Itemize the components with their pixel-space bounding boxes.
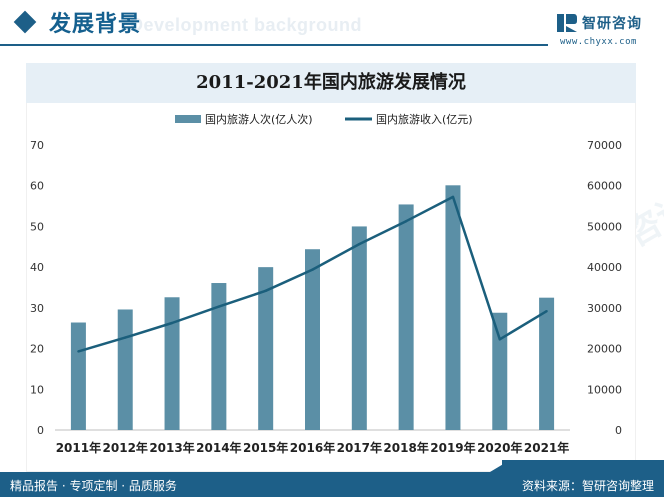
- line-point: [170, 321, 174, 325]
- bar: [445, 185, 461, 430]
- y-left-tick-label: 60: [30, 180, 44, 193]
- y-right-tick-label: 70000: [587, 139, 622, 152]
- x-tick-label: 2020年: [477, 440, 522, 455]
- x-tick-label: 2017年: [337, 440, 382, 455]
- legend-line-label: 国内旅游收入(亿元): [376, 112, 473, 126]
- line-point: [217, 305, 221, 308]
- brand-logo: 智研咨询 www.chyxx.com: [556, 12, 661, 48]
- x-tick-label: 2021年: [524, 440, 569, 455]
- line-point: [451, 195, 455, 199]
- legend-bar-label: 国内旅游人次(亿人次): [205, 112, 313, 126]
- header-background-text: Development background: [130, 15, 363, 35]
- line-point: [545, 309, 548, 313]
- x-tick-label: 2019年: [430, 440, 475, 455]
- y-left-tick-label: 50: [30, 220, 44, 233]
- line-point: [358, 242, 361, 246]
- logo-mark-icon: [557, 14, 577, 32]
- chart-title-band: [26, 63, 636, 103]
- page-header: Development background 发展背景 智研咨询 www.chy…: [0, 0, 664, 50]
- line-point: [404, 220, 408, 223]
- bar: [164, 297, 180, 430]
- x-tick-label: 2011年: [56, 440, 101, 455]
- y-left-tick-label: 30: [30, 302, 44, 315]
- bar: [117, 309, 133, 430]
- y-right-tick-label: 40000: [587, 261, 622, 274]
- y-right-tick-label: 60000: [587, 180, 622, 193]
- bar: [305, 249, 320, 430]
- x-tick-label: 2013年: [149, 440, 194, 455]
- bar: [539, 297, 555, 430]
- x-tick-label: 2012年: [103, 440, 148, 455]
- y-left-tick-label: 20: [30, 343, 44, 356]
- y-right-tick-label: 50000: [587, 220, 622, 233]
- bar: [398, 204, 414, 430]
- y-left-tick-label: 0: [37, 424, 44, 437]
- page-footer: 精品报告 · 专项定制 · 品质服务 资料来源：智研咨询整理: [0, 472, 664, 497]
- x-tick-label: 2014年: [196, 440, 241, 455]
- footer-tagline: 精品报告 · 专项定制 · 品质服务: [10, 479, 177, 493]
- line-point: [124, 336, 127, 339]
- y-right-tick-label: 20000: [587, 343, 622, 356]
- line-point: [77, 350, 80, 353]
- logo-name: 智研咨询: [582, 16, 642, 32]
- y-right-tick-label: 0: [615, 424, 622, 437]
- logo-url: www.chyxx.com: [560, 37, 637, 47]
- footer-tab: [502, 460, 664, 474]
- bar: [258, 267, 274, 430]
- line-point: [311, 268, 314, 271]
- y-left-tick-label: 70: [30, 139, 44, 152]
- bar: [492, 312, 508, 430]
- y-left-tick-label: 40: [30, 261, 44, 274]
- x-tick-label: 2016年: [290, 440, 335, 455]
- y-right-tick-label: 30000: [587, 302, 622, 315]
- bar: [70, 322, 86, 430]
- y-right-tick-label: 10000: [587, 383, 622, 396]
- chart-title: 2011-2021年国内旅游发展情况: [196, 72, 466, 93]
- header-divider: [0, 44, 548, 46]
- x-tick-label: 2015年: [243, 440, 288, 455]
- x-tick-label: 2018年: [383, 440, 428, 455]
- y-left-tick-label: 10: [30, 383, 44, 396]
- bar: [351, 226, 367, 430]
- legend-bar-swatch: [175, 115, 201, 123]
- line-point: [498, 338, 501, 341]
- line-point: [264, 289, 267, 292]
- footer-source: 资料来源：智研咨询整理: [521, 479, 654, 493]
- bar: [211, 283, 227, 430]
- page-title: 发展背景: [49, 12, 142, 37]
